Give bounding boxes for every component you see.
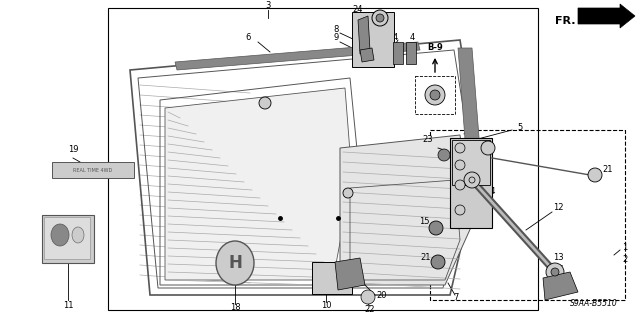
Polygon shape	[578, 4, 635, 28]
Bar	[44, 217, 90, 259]
Text: FR.: FR.	[554, 16, 575, 26]
Polygon shape	[543, 272, 578, 300]
Circle shape	[425, 85, 445, 105]
Text: 11: 11	[63, 300, 73, 309]
Text: 13: 13	[553, 254, 563, 263]
Text: 21: 21	[603, 166, 613, 174]
Polygon shape	[358, 16, 370, 54]
Text: 20: 20	[377, 292, 387, 300]
Text: 9: 9	[333, 33, 339, 42]
Ellipse shape	[216, 241, 254, 285]
Circle shape	[455, 180, 465, 190]
Circle shape	[464, 172, 480, 188]
Polygon shape	[458, 48, 480, 152]
Polygon shape	[175, 42, 420, 70]
Text: 4: 4	[392, 33, 397, 41]
Circle shape	[481, 141, 495, 155]
Circle shape	[372, 10, 388, 26]
Bar	[393, 42, 403, 64]
Text: 5: 5	[517, 122, 523, 131]
Text: 2: 2	[622, 256, 628, 264]
Text: 12: 12	[553, 204, 563, 212]
Text: 17: 17	[484, 201, 495, 210]
Circle shape	[431, 255, 445, 269]
Text: 19: 19	[68, 145, 78, 154]
Circle shape	[455, 160, 465, 170]
Text: REAL TIME 4WD: REAL TIME 4WD	[74, 167, 113, 173]
Circle shape	[376, 14, 384, 22]
Text: 23: 23	[422, 136, 433, 145]
Bar	[430, 130, 625, 300]
Bar	[415, 76, 455, 114]
Text: 10: 10	[321, 301, 332, 310]
Text: 15: 15	[419, 218, 429, 226]
Bar	[450, 138, 492, 228]
Text: 24: 24	[353, 5, 364, 14]
Bar	[108, 8, 538, 310]
Text: 18: 18	[230, 303, 240, 313]
Polygon shape	[335, 258, 365, 290]
Text: 4: 4	[410, 33, 415, 41]
Bar	[406, 42, 416, 64]
Text: 3: 3	[266, 2, 271, 11]
Circle shape	[551, 268, 559, 276]
Polygon shape	[165, 88, 352, 280]
Circle shape	[430, 90, 440, 100]
Circle shape	[588, 168, 602, 182]
Circle shape	[343, 188, 353, 198]
Circle shape	[429, 221, 443, 235]
Text: 14: 14	[484, 188, 495, 197]
Bar	[312, 262, 352, 294]
Text: 6: 6	[245, 33, 251, 42]
Circle shape	[455, 143, 465, 153]
Circle shape	[259, 97, 271, 109]
Ellipse shape	[51, 224, 69, 246]
Text: 21: 21	[420, 254, 431, 263]
Bar	[352, 12, 394, 67]
Text: 16: 16	[553, 265, 563, 275]
Text: 1: 1	[622, 243, 628, 253]
Polygon shape	[340, 135, 472, 285]
Text: S9AA-B5510: S9AA-B5510	[570, 299, 618, 308]
Circle shape	[546, 263, 564, 281]
Text: 22: 22	[365, 306, 375, 315]
Text: B-9: B-9	[427, 43, 443, 52]
Circle shape	[438, 149, 450, 161]
Text: 8: 8	[333, 25, 339, 33]
Bar	[452, 140, 490, 185]
Circle shape	[455, 205, 465, 215]
Text: H: H	[228, 254, 242, 272]
Ellipse shape	[72, 227, 84, 243]
Circle shape	[361, 290, 375, 304]
Bar	[52, 162, 134, 178]
Text: 21: 21	[463, 132, 473, 142]
Text: 7: 7	[453, 293, 459, 302]
Bar	[42, 215, 94, 263]
Polygon shape	[360, 48, 374, 62]
